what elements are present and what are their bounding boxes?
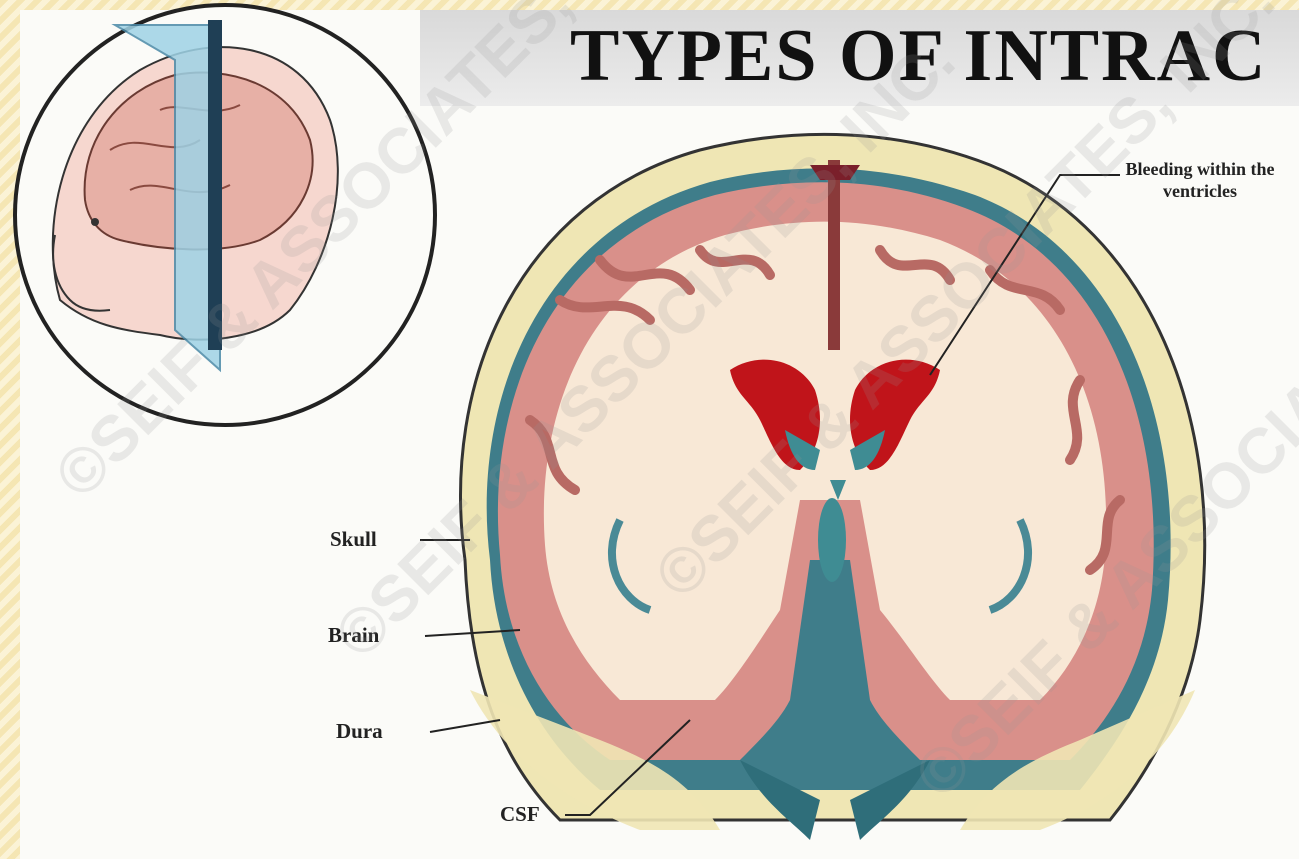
coronal-section bbox=[459, 132, 1207, 840]
label-bleeding-ventricles: Bleeding within the ventricles bbox=[1125, 159, 1275, 201]
inset-head-diagram bbox=[13, 3, 437, 427]
label-brain: Brain bbox=[328, 623, 380, 647]
label-csf: CSF bbox=[500, 802, 540, 826]
page-title: TYPES OF INTRAC bbox=[570, 15, 1268, 97]
title-bar bbox=[420, 10, 1299, 106]
label-skull: Skull bbox=[330, 527, 377, 551]
label-leader-lines bbox=[420, 174, 1120, 816]
label-dura: Dura bbox=[336, 719, 383, 743]
